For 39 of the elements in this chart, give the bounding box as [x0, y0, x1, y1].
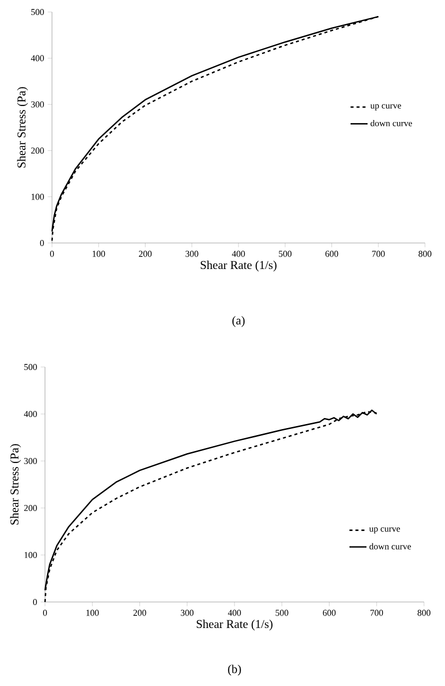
x-tick-label: 500 [276, 610, 288, 616]
x-tick-label: 400 [232, 250, 245, 257]
x-tick-label: 700 [372, 250, 385, 257]
y-tick-label: 400 [30, 55, 44, 62]
x-tick-label: 300 [180, 610, 194, 616]
y-tick-label: 0 [33, 598, 37, 606]
x-tick-label: 400 [228, 610, 241, 616]
legend-label: down curve [369, 543, 411, 550]
y-tick-label: 500 [31, 8, 44, 16]
x-tick-label: 100 [92, 250, 106, 257]
y-axis-title: Shear Stress (Pa) [10, 444, 21, 525]
legend-label: down curve [370, 120, 412, 126]
legend-label: up curve [369, 527, 400, 534]
x-tick-label: 800 [418, 610, 430, 616]
y-tick-label: 200 [31, 148, 44, 154]
x-tick-label: 600 [322, 610, 336, 616]
x-tick-label: 600 [325, 250, 338, 257]
x-tick-label: 200 [133, 610, 146, 616]
x-tick-label: 200 [138, 250, 152, 257]
y-tick-label: 100 [32, 194, 44, 200]
x-axis-title: Shear Rate (1/s) [200, 260, 276, 272]
y-tick-label: 500 [24, 364, 37, 370]
x-tick-label: 700 [370, 610, 384, 616]
y-tick-label: 100 [24, 552, 37, 558]
y-tick-label: 400 [24, 410, 37, 418]
text: (a) [232, 316, 245, 327]
x-tick-label: 300 [186, 250, 198, 257]
y-tick-label: 0 [40, 240, 44, 246]
y-axis-title: Shear Stress (Pa) [17, 87, 28, 168]
y-tick-label: 200 [24, 504, 37, 512]
x-axis-title: Shear Rate (1/s) [196, 620, 272, 630]
x-tick-label: 0 [50, 250, 54, 257]
y-tick-label: 300 [31, 101, 44, 108]
text: (b) [228, 664, 241, 676]
x-tick-label: 800 [418, 250, 432, 257]
x-tick-label: 500 [278, 250, 292, 257]
y-tick-label: 300 [24, 458, 37, 464]
x-tick-label: 100 [86, 610, 99, 616]
legend-label: up curve [370, 104, 402, 110]
